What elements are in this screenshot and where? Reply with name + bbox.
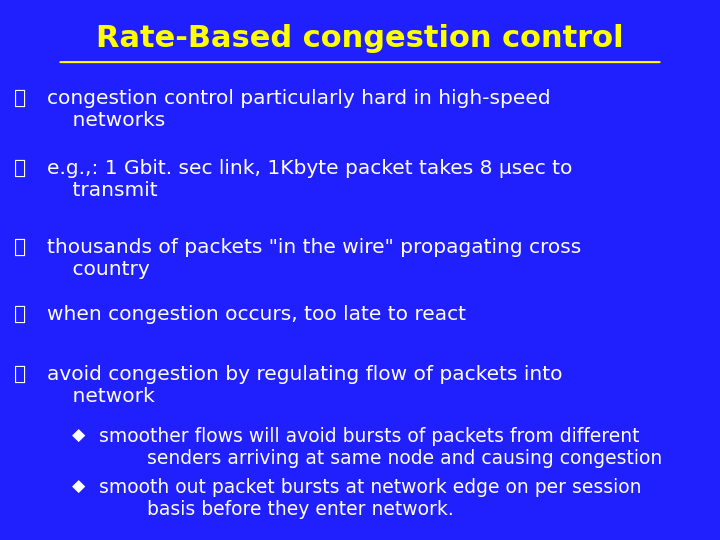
Text: ◆: ◆ xyxy=(72,478,86,496)
Text: avoid congestion by regulating flow of packets into
    network: avoid congestion by regulating flow of p… xyxy=(47,364,562,406)
Text: thousands of packets "in the wire" propagating cross
    country: thousands of packets "in the wire" propa… xyxy=(47,238,581,279)
Text: congestion control particularly hard in high-speed
    networks: congestion control particularly hard in … xyxy=(47,89,550,130)
Text: ◆: ◆ xyxy=(72,427,86,444)
Text: ⎗: ⎗ xyxy=(14,305,27,324)
Text: smooth out packet bursts at network edge on per session
        basis before the: smooth out packet bursts at network edge… xyxy=(99,478,642,519)
Text: Rate-Based congestion control: Rate-Based congestion control xyxy=(96,24,624,53)
Text: ⎗: ⎗ xyxy=(14,89,27,108)
Text: ⎗: ⎗ xyxy=(14,364,27,383)
Text: when congestion occurs, too late to react: when congestion occurs, too late to reac… xyxy=(47,305,466,324)
Text: ⎗: ⎗ xyxy=(14,159,27,178)
Text: smoother flows will avoid bursts of packets from different
        senders arriv: smoother flows will avoid bursts of pack… xyxy=(99,427,662,468)
Text: ⎗: ⎗ xyxy=(14,238,27,256)
Text: e.g.,: 1 Gbit. sec link, 1Kbyte packet takes 8 μsec to
    transmit: e.g.,: 1 Gbit. sec link, 1Kbyte packet t… xyxy=(47,159,572,200)
